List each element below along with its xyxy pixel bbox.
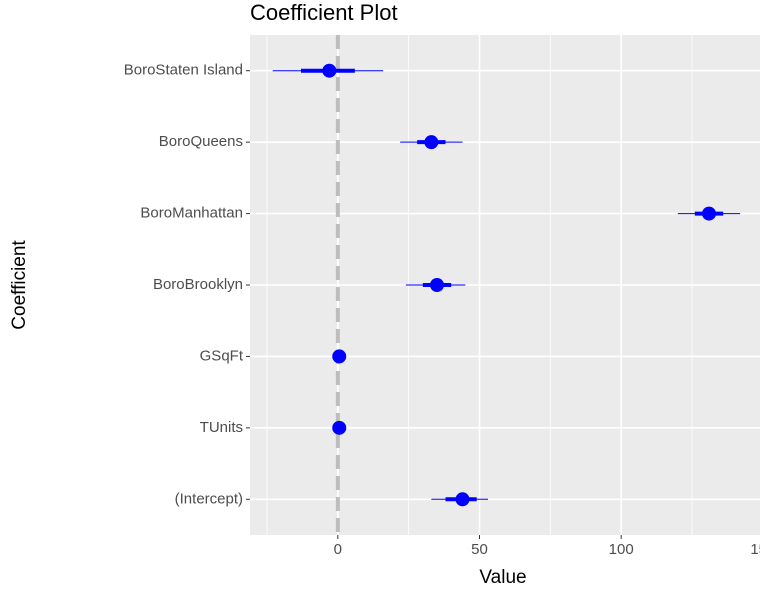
y-tick-label: BoroBrooklyn — [153, 276, 243, 293]
x-tick-label: 100 — [609, 541, 634, 558]
y-tick-label: BoroQueens — [159, 133, 243, 150]
y-tick-label: BoroManhattan — [140, 205, 243, 222]
x-axis-label: Value — [479, 567, 526, 588]
y-tick-label: TUnits — [200, 419, 243, 436]
y-tick-label: BoroStaten Island — [124, 62, 243, 79]
estimate-point — [424, 135, 439, 150]
x-tick-label: 50 — [471, 541, 488, 558]
y-axis-label: Coefficient — [9, 240, 30, 330]
estimate-point — [455, 492, 470, 507]
y-tick-label: GSqFt — [200, 347, 244, 364]
estimate-point — [332, 349, 347, 364]
estimate-point — [702, 206, 716, 221]
x-tick-label: 0 — [334, 541, 342, 558]
y-tick-label: (Intercept) — [175, 490, 243, 507]
estimate-point — [322, 63, 337, 78]
x-tick-label: 150 — [750, 541, 760, 558]
chart-title: Coefficient Plot — [250, 0, 398, 25]
estimate-point — [332, 420, 347, 435]
estimate-point — [430, 278, 444, 292]
